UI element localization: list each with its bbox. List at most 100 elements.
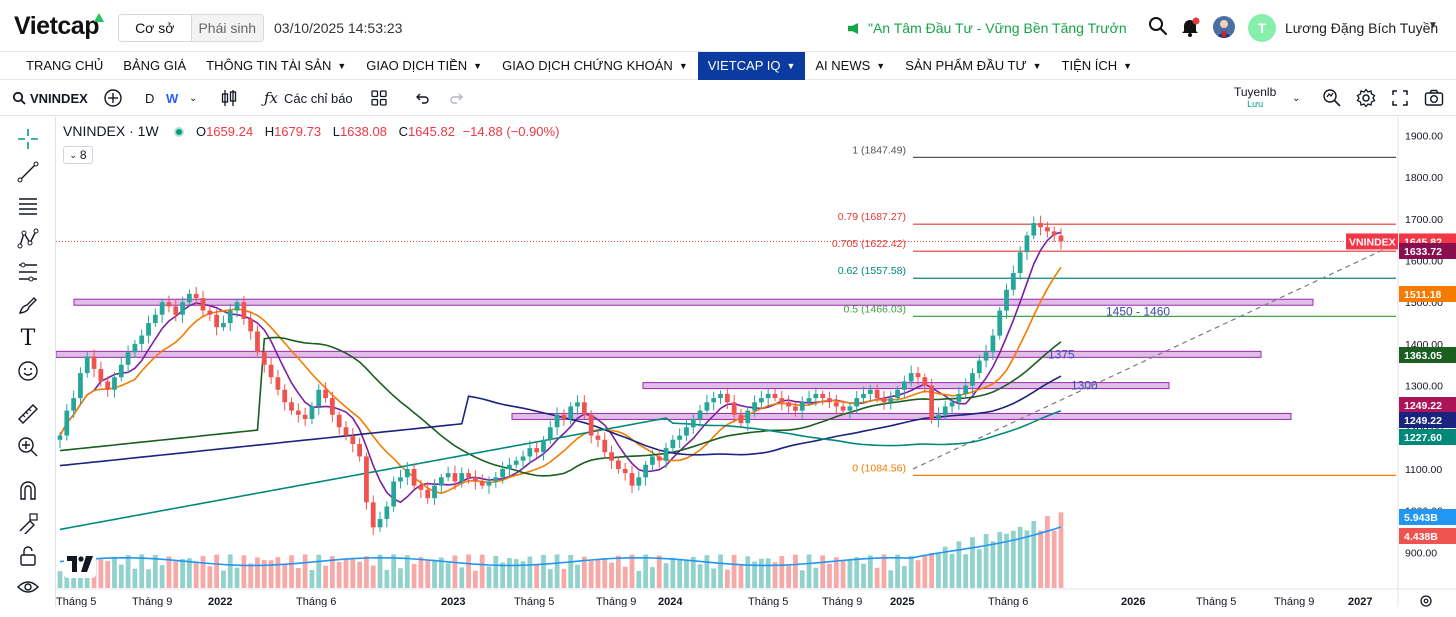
candle-body <box>214 314 220 328</box>
volume-bar <box>377 554 383 588</box>
brand-logo[interactable]: Vietcap <box>14 12 99 40</box>
zone-label: 1300 <box>1071 379 1098 393</box>
symbol-search[interactable]: VNINDEX <box>12 80 88 116</box>
candle-body <box>1051 231 1057 236</box>
volume-bar <box>241 555 247 588</box>
y-tick-label: 1700.00 <box>1405 214 1443 226</box>
redo-icon[interactable] <box>449 90 465 106</box>
tradingview-logo[interactable] <box>64 550 96 578</box>
volume-bar <box>329 556 335 588</box>
settings-gear-icon[interactable] <box>1356 88 1376 108</box>
volume-bar <box>922 554 928 588</box>
nav-vietcap-iq[interactable]: VIETCAP IQ ▼ <box>697 51 806 80</box>
candle-body <box>384 506 390 519</box>
fib-tool-icon[interactable] <box>16 260 40 284</box>
legend-close: 1645.82 <box>407 124 455 139</box>
chevron-down-icon: ⌄ <box>69 149 77 160</box>
interval-w[interactable]: W <box>166 90 179 106</box>
nav-ai-news[interactable]: AI NEWS ▼ <box>815 58 886 73</box>
text-tool-icon[interactable]: T <box>20 325 36 351</box>
layout-grid-icon[interactable] <box>371 90 387 106</box>
nav-home[interactable]: TRANG CHỦ <box>26 58 104 73</box>
candle-body <box>323 389 328 399</box>
caret-down-icon: ▼ <box>678 60 688 71</box>
pattern-icon[interactable] <box>16 227 40 251</box>
candle-body <box>745 410 751 424</box>
nav-products[interactable]: SẢN PHẨM ĐẦU TƯ ▼ <box>905 58 1042 73</box>
candle-body <box>922 377 928 386</box>
nav-securities[interactable]: GIAO DỊCH CHỨNG KHOÁN ▼ <box>502 58 688 73</box>
candle-body <box>908 373 914 382</box>
candles-icon[interactable] <box>220 88 238 108</box>
undo-icon[interactable] <box>414 90 430 106</box>
layout-name: Tuyenlb <box>1234 85 1277 99</box>
volume-bar <box>418 557 424 588</box>
chevron-down-icon[interactable]: ⌄ <box>1292 92 1301 104</box>
y-tick-label: 1600.00 <box>1405 256 1443 268</box>
indicators-collapse-toggle[interactable]: ⌄ 8 <box>63 146 93 164</box>
fib-level-label: 1 (1847.49) <box>852 144 906 156</box>
candle-body <box>57 435 63 440</box>
y-tick-label: 1800.00 <box>1405 172 1443 184</box>
save-status: Lưu <box>1247 99 1264 109</box>
axis-settings-icon <box>1420 595 1432 607</box>
quick-search-icon[interactable] <box>1322 88 1342 108</box>
volume-bar <box>57 571 63 588</box>
nav-cash[interactable]: GIAO DỊCH TIỀN ▼ <box>366 58 483 73</box>
candle-body <box>615 460 621 469</box>
candle-body <box>724 393 730 403</box>
volume-bar <box>650 567 655 588</box>
interval-d[interactable]: D <box>145 90 155 106</box>
price-chart[interactable]: 1900.001800.001700.001600.001500.001400.… <box>56 117 1456 607</box>
user-name[interactable]: Lương Đặng Bích Tuyền <box>1285 20 1439 36</box>
nav-price-board[interactable]: BẢNG GIÁ <box>123 58 187 73</box>
brush-icon[interactable] <box>16 293 40 317</box>
candle-body <box>929 385 935 419</box>
caret-down-icon: ▼ <box>876 60 886 71</box>
nav-utilities[interactable]: TIỆN ÍCH ▼ <box>1061 58 1133 73</box>
lock-icon[interactable] <box>16 544 40 568</box>
fullscreen-icon[interactable] <box>1391 89 1409 107</box>
volume-bar <box>799 570 805 588</box>
mode-tab-derivatives[interactable]: Phái sinh <box>198 20 257 36</box>
user-avatar[interactable]: T <box>1248 14 1276 42</box>
emoji-icon[interactable] <box>16 359 40 383</box>
chevron-down-icon[interactable]: ⌄ <box>189 92 198 104</box>
mode-tab-spot[interactable]: Cơ sở <box>119 15 192 41</box>
crosshair-icon[interactable] <box>16 127 40 151</box>
compare-add-icon[interactable] <box>103 88 123 108</box>
candle-body <box>486 481 492 486</box>
nav-assets[interactable]: THÔNG TIN TÀI SẢN ▼ <box>206 58 347 73</box>
horizontal-lines-icon[interactable] <box>16 194 40 218</box>
moving-average-line <box>59 231 1062 504</box>
visibility-eye-icon[interactable] <box>16 575 40 599</box>
search-icon[interactable] <box>1148 16 1168 36</box>
candle-body <box>112 377 117 390</box>
candle-body <box>568 406 574 419</box>
layout-save[interactable]: Tuyenlb Lưu <box>1234 80 1276 116</box>
candle-body <box>186 293 192 303</box>
candle-body <box>336 414 342 428</box>
lock-drawing-icon[interactable] <box>16 511 40 535</box>
market-mode-toggle[interactable]: Cơ sở Phái sinh <box>118 14 264 42</box>
volume-bar <box>813 567 819 588</box>
candle-body <box>970 373 975 386</box>
volume-bar <box>255 557 260 588</box>
volume-bar <box>486 566 492 588</box>
volume-bar <box>636 570 642 588</box>
x-tick-label: 2023 <box>441 596 465 607</box>
candle-body <box>976 360 982 374</box>
trend-line-icon[interactable] <box>16 160 40 184</box>
magnet-icon[interactable] <box>16 478 40 502</box>
bell-icon[interactable] <box>1180 16 1202 38</box>
avatar-photo[interactable] <box>1213 16 1235 38</box>
indicators-button[interactable]: ƒx Các chỉ báo <box>264 80 353 116</box>
volume-bar <box>500 562 506 588</box>
chevron-down-icon[interactable]: ▼ <box>1428 20 1438 31</box>
candle-body <box>670 439 676 449</box>
volume-bar <box>357 561 363 588</box>
price-axis-tag-label: 1633.72 <box>1404 246 1442 258</box>
zoom-in-icon[interactable] <box>16 435 40 459</box>
camera-snapshot-icon[interactable] <box>1424 89 1444 107</box>
ruler-icon[interactable] <box>16 402 40 426</box>
